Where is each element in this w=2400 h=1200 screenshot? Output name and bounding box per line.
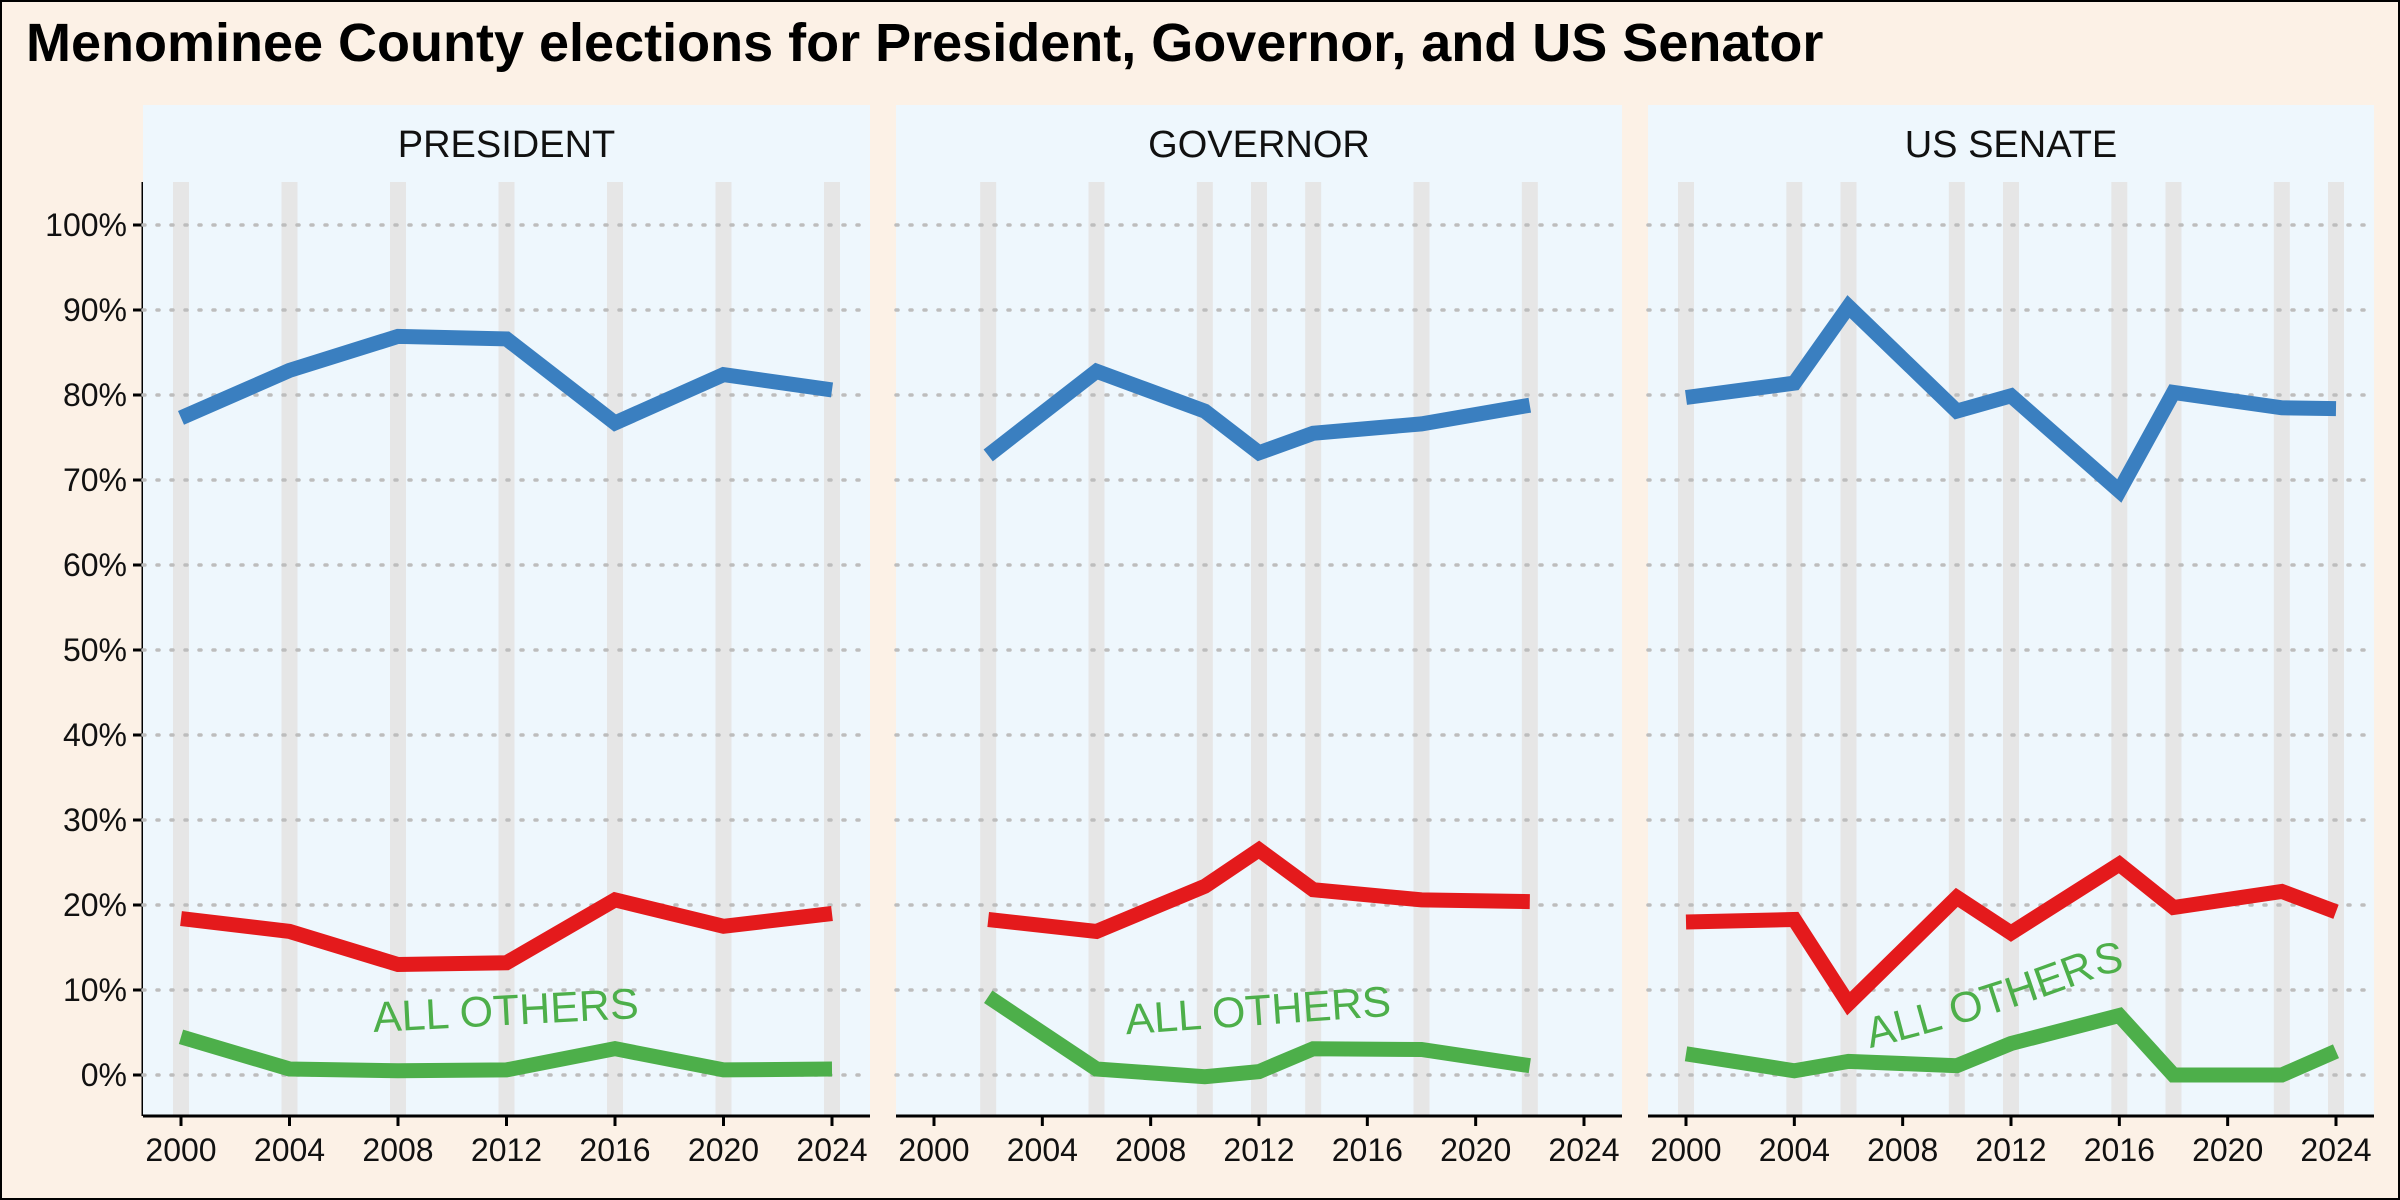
y-tick-label: 0% xyxy=(81,1057,127,1093)
x-tick-label: 2020 xyxy=(2192,1132,2263,1168)
x-tick-label: 2008 xyxy=(362,1132,433,1168)
election-year-band xyxy=(715,182,732,1116)
panel-strip-label: PRESIDENT xyxy=(398,124,615,166)
election-year-band xyxy=(1840,182,1857,1116)
republican-line xyxy=(987,840,1530,940)
x-tick-label: 2020 xyxy=(688,1132,759,1168)
election-year-band xyxy=(2165,182,2182,1116)
democratic-line xyxy=(1685,295,2337,503)
y-tick-label: 100% xyxy=(45,207,127,243)
election-year-band xyxy=(1088,182,1105,1116)
x-tick-label: 2016 xyxy=(2084,1132,2155,1168)
election-year-band xyxy=(1786,182,1803,1116)
x-tick-label: 2024 xyxy=(796,1132,867,1168)
all-others-line xyxy=(984,990,1531,1085)
x-tick-label: 2012 xyxy=(471,1132,542,1168)
x-tick-label: 2012 xyxy=(1223,1132,1294,1168)
x-tick-label: 2024 xyxy=(1548,1132,1619,1168)
y-tick-label: 50% xyxy=(63,632,127,668)
x-tick-label: 2024 xyxy=(2300,1132,2371,1168)
y-tick-label: 30% xyxy=(63,802,127,838)
election-year-band xyxy=(980,182,997,1116)
x-tick-label: 2020 xyxy=(1440,1132,1511,1168)
x-tick-label: 2016 xyxy=(1332,1132,1403,1168)
election-year-band xyxy=(1521,182,1538,1116)
x-tick-label: 2004 xyxy=(1007,1132,1078,1168)
election-year-band xyxy=(281,182,298,1116)
y-tick-label: 80% xyxy=(63,377,127,413)
x-tick-label: 2008 xyxy=(1867,1132,1938,1168)
y-tick-label: 60% xyxy=(63,547,127,583)
democratic-line xyxy=(983,362,1532,462)
x-tick-label: 2012 xyxy=(1975,1132,2046,1168)
republican-line xyxy=(1685,854,2339,1016)
x-tick-label: 2000 xyxy=(145,1132,216,1168)
election-year-band xyxy=(1678,182,1694,1116)
election-year-band xyxy=(1413,182,1430,1116)
x-tick-label: 2016 xyxy=(579,1132,650,1168)
y-tick-label: 40% xyxy=(63,717,127,753)
x-tick-label: 2008 xyxy=(1115,1132,1186,1168)
republican-line xyxy=(180,891,833,973)
x-tick-label: 2004 xyxy=(254,1132,325,1168)
all-others-line xyxy=(178,1029,833,1079)
all-others-line xyxy=(1684,1007,2340,1083)
democratic-line xyxy=(177,328,834,432)
y-tick-label: 90% xyxy=(63,292,127,328)
y-tick-label: 10% xyxy=(63,972,127,1008)
x-tick-label: 2000 xyxy=(898,1132,969,1168)
y-tick-label: 70% xyxy=(63,462,127,498)
x-tick-label: 2004 xyxy=(1759,1132,1830,1168)
chart-title: Menominee County elections for President… xyxy=(26,13,1824,73)
election-year-band xyxy=(2111,182,2128,1116)
panel-strip-label: GOVERNOR xyxy=(1148,124,1370,166)
election-year-band xyxy=(2273,182,2290,1116)
x-tick-label: 2000 xyxy=(1650,1132,1721,1168)
y-tick-label: 20% xyxy=(63,887,127,923)
panel-strip-label: US SENATE xyxy=(1905,124,2118,166)
